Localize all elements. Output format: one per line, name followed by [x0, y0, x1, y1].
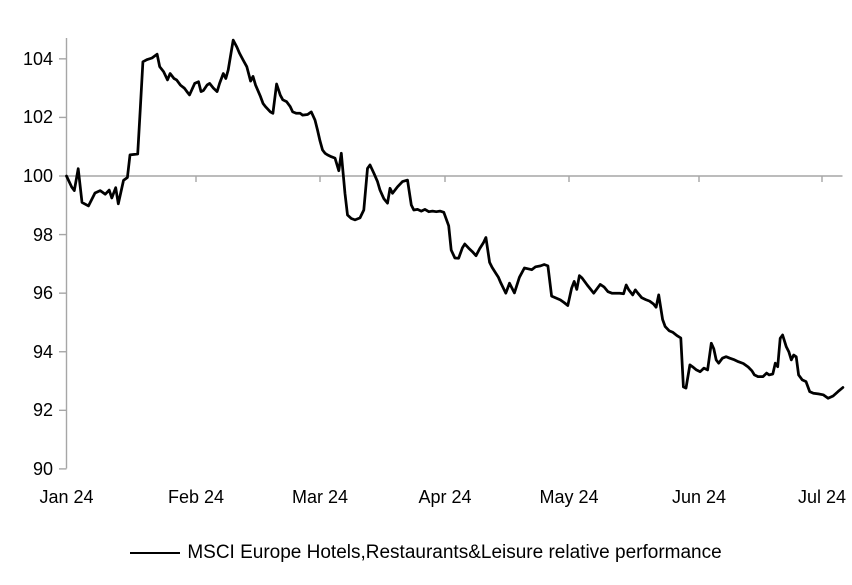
legend: MSCI Europe Hotels,Restaurants&Leisure r… — [0, 540, 852, 566]
x-axis-label: Jan 24 — [39, 487, 94, 507]
y-axis-label: 94 — [32, 341, 53, 362]
y-axis-label: 104 — [22, 48, 53, 69]
y-axis-label: 96 — [32, 283, 53, 304]
y-axis-label: 98 — [32, 224, 53, 245]
x-axis-label: Apr 24 — [418, 487, 472, 507]
legend-line-swatch — [130, 552, 181, 554]
x-axis-label: Jul 24 — [797, 487, 847, 507]
x-axis-label: Feb 24 — [167, 487, 225, 507]
x-axis-label: Jun 24 — [671, 487, 727, 507]
series-line — [65, 38, 845, 400]
x-axis-label: Mar 24 — [291, 487, 349, 507]
y-axis-label: 100 — [22, 166, 53, 186]
x-axis-label: May 24 — [539, 487, 599, 507]
legend-series-label: MSCI Europe Hotels,Restaurants&Leisure r… — [187, 542, 722, 563]
y-axis-label: 90 — [32, 458, 53, 479]
y-axis-label: 92 — [32, 400, 53, 421]
y-axis-label: 102 — [22, 107, 53, 128]
